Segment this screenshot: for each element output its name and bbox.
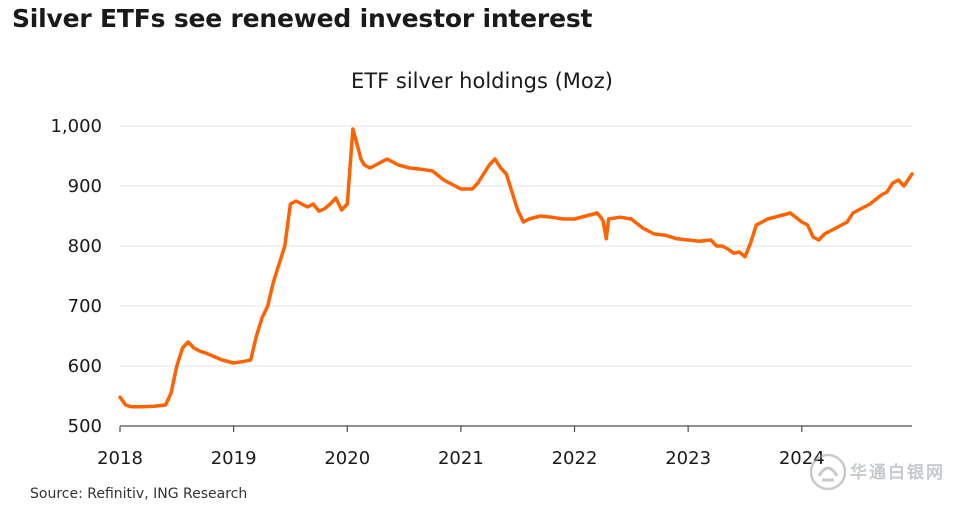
x-tick-labels: 2018 2019 2020 2021 2022 2023 2024: [97, 448, 825, 469]
x-tick-label: 2018: [97, 448, 143, 469]
y-tick-labels: 1,000 900 800 700 600 500: [50, 116, 102, 437]
y-tick-label: 800: [68, 236, 102, 257]
y-tick-label: 500: [68, 416, 102, 437]
y-tick-label: 700: [68, 296, 102, 317]
headline: Silver ETFs see renewed investor interes…: [12, 4, 593, 33]
axes: [119, 425, 912, 432]
series-line: [118, 127, 914, 409]
y-tick-label: 600: [68, 356, 102, 377]
gridlines: [120, 125, 912, 367]
source-note: Source: Refinitiv, ING Research: [30, 486, 248, 502]
x-tick-label: 2021: [438, 448, 484, 469]
logo-icon: [809, 453, 847, 491]
x-tick-label: 2023: [665, 448, 711, 469]
x-tick-label: 2020: [324, 448, 370, 469]
series-group: [118, 127, 914, 409]
watermark: 华通白银网: [808, 452, 958, 496]
y-tick-label: 900: [68, 176, 102, 197]
watermark-text: 华通白银网: [850, 463, 945, 483]
chart-title: ETF silver holdings (Moz): [351, 69, 613, 93]
x-tick-label: 2019: [211, 448, 257, 469]
x-tick-label: 2022: [552, 448, 598, 469]
y-tick-label: 1,000: [50, 116, 102, 137]
